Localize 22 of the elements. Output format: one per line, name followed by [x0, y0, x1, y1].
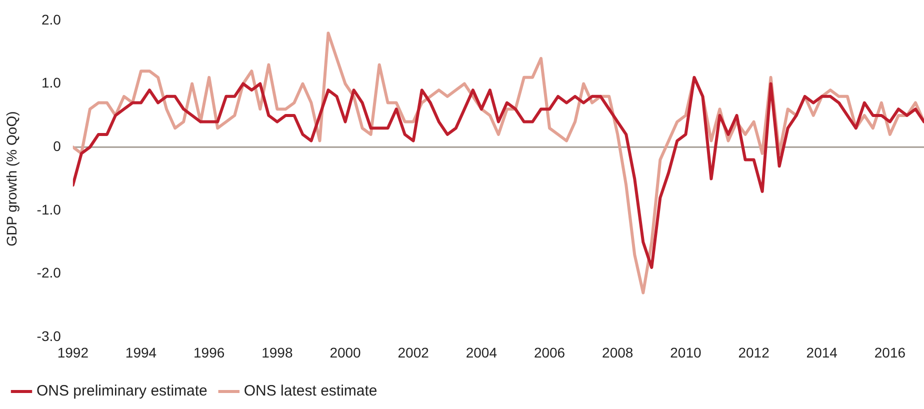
x-tick-label: 2000: [330, 344, 362, 360]
x-tick-label: 2016: [874, 344, 906, 360]
y-tick-label: 0: [53, 138, 62, 154]
y-tick-label: -2.0: [36, 264, 62, 281]
x-tick-label: 2014: [806, 344, 838, 360]
x-tick-label: 2004: [466, 344, 498, 360]
x-tick-label: 2006: [534, 344, 566, 360]
legend-label: ONS latest estimate: [244, 382, 378, 400]
y-tick-label: -3.0: [36, 328, 62, 344]
x-tick-label: 2012: [738, 344, 770, 360]
x-tick-label: 1996: [194, 344, 225, 360]
x-tick-label: 2008: [602, 344, 634, 360]
y-tick-label: -1.0: [36, 201, 62, 218]
x-tick-label: 2010: [670, 344, 702, 360]
x-tick-label: 1992: [57, 344, 89, 360]
y-axis-title: GDP growth (% QoQ): [3, 111, 20, 246]
legend-label: ONS preliminary estimate: [36, 382, 208, 400]
x-tick-label: 1998: [262, 344, 293, 360]
y-tick-label: 1.0: [41, 74, 62, 91]
y-tick-label: 2.0: [41, 11, 62, 28]
x-tick-label: 1994: [125, 344, 157, 360]
x-tick-label: 2002: [398, 344, 430, 360]
